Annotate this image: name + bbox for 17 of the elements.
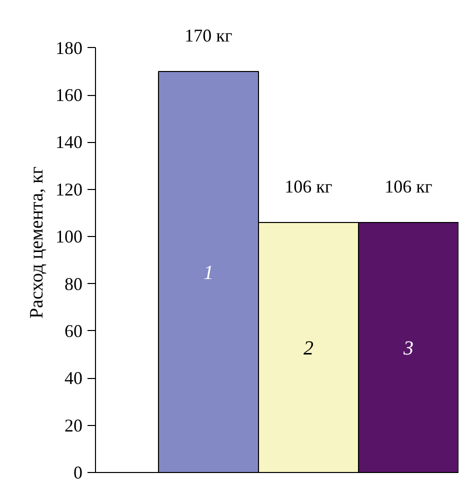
y-tick-label: 20 [64, 415, 82, 436]
y-tick-label: 160 [56, 85, 82, 106]
y-tick-label: 140 [56, 132, 82, 152]
y-axis-title: Расход цемента, кг [26, 166, 48, 319]
y-tick-label: 0 [74, 462, 82, 479]
y-tick-label: 60 [64, 320, 82, 341]
data-label: 170 кг [184, 25, 232, 46]
y-tick-label: 80 [64, 274, 82, 294]
y-tick-label: 120 [56, 179, 82, 200]
y-tick-label: 40 [64, 368, 82, 388]
data-label: 106 кг [284, 176, 332, 196]
x-tick-label: 3 [402, 337, 414, 360]
y-tick-label: 180 [56, 38, 82, 58]
x-tick-label: 2 [304, 337, 314, 360]
y-tick-label: 100 [56, 226, 82, 247]
data-label: 106 кг [384, 176, 432, 196]
x-tick-label: 1 [204, 262, 214, 284]
